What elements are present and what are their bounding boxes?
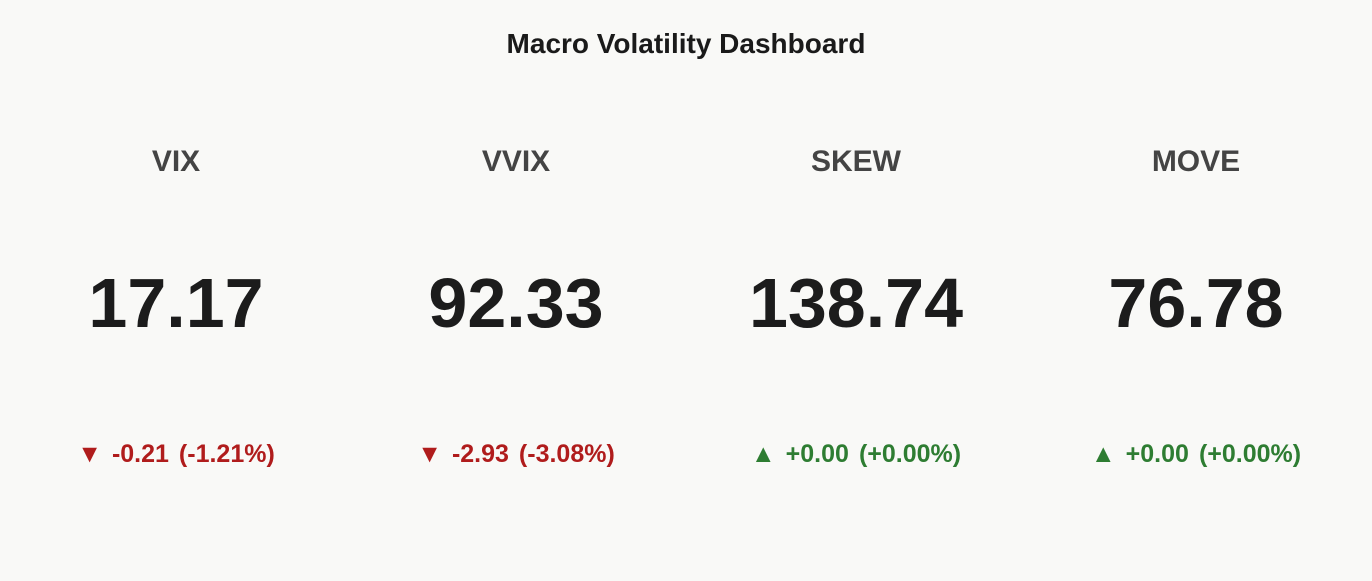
change-value: -0.21	[111, 440, 169, 468]
metric-card: MOVE 76.78 ▲ +0.00 (+0.00%)	[1026, 0, 1366, 581]
metric-card: VVIX 92.33 ▼ -2.93 (-3.08%)	[346, 0, 686, 581]
metric-change: ▲ +0.00 (+0.00%)	[686, 440, 1026, 469]
change-value: +0.00	[1125, 440, 1189, 468]
metric-card: VIX 17.17 ▼ -0.21 (-1.21%)	[6, 0, 346, 581]
change-arrow: ▼	[77, 440, 102, 468]
metric-value: 138.74	[748, 264, 964, 342]
change-percent: (-3.08%)	[518, 440, 615, 468]
change-arrow: ▲	[1090, 440, 1116, 468]
change-arrow: ▲	[750, 440, 776, 468]
metric-change: ▼ -2.93 (-3.08%)	[346, 440, 686, 469]
metric-label: MOVE	[1151, 145, 1241, 178]
change-percent: (+0.00%)	[858, 440, 962, 468]
change-arrow: ▼	[417, 440, 442, 468]
metric-label: VIX	[151, 145, 201, 178]
change-value: +0.00	[785, 440, 849, 468]
metric-change: ▲ +0.00 (+0.00%)	[1026, 440, 1366, 469]
metric-value: 76.78	[1108, 264, 1284, 342]
change-percent: (+0.00%)	[1198, 440, 1302, 468]
metric-label: SKEW	[811, 145, 901, 178]
dashboard-title: Macro Volatility Dashboard	[506, 28, 866, 59]
change-percent: (-1.21%)	[178, 440, 275, 468]
metric-card: SKEW 138.74 ▲ +0.00 (+0.00%)	[686, 0, 1026, 581]
metric-change: ▼ -0.21 (-1.21%)	[6, 440, 346, 469]
metric-label: VVIX	[481, 145, 551, 178]
change-value: -2.93	[451, 440, 509, 468]
metric-value: 17.17	[88, 264, 264, 342]
metric-value: 92.33	[428, 264, 604, 342]
